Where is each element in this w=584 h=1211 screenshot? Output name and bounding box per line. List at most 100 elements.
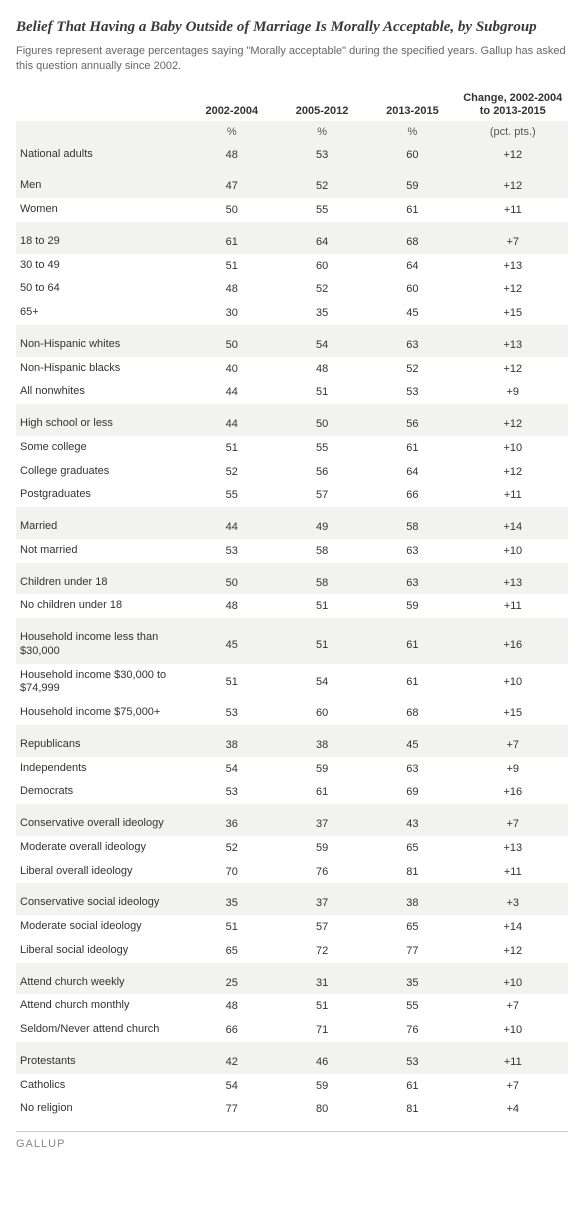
table-row: Not married535863+10 xyxy=(16,539,568,563)
cell-value: 53 xyxy=(367,1050,457,1074)
cell-value: 77 xyxy=(367,939,457,963)
cell-value: 61 xyxy=(277,780,367,804)
cell-value: 40 xyxy=(187,357,277,381)
cell-value: +11 xyxy=(458,198,568,222)
row-label: Children under 18 xyxy=(16,571,187,595)
table-row: National adults485360+12 xyxy=(16,143,568,167)
cell-value: 46 xyxy=(277,1050,367,1074)
cell-value: 59 xyxy=(277,1074,367,1098)
unit-4: (pct. pts.) xyxy=(458,121,568,143)
row-label: Catholics xyxy=(16,1074,187,1098)
cell-value: 50 xyxy=(187,333,277,357)
row-label: Conservative social ideology xyxy=(16,891,187,915)
row-label: College graduates xyxy=(16,460,187,484)
row-label: Liberal overall ideology xyxy=(16,860,187,884)
group-spacer xyxy=(16,325,568,333)
row-label: Non-Hispanic whites xyxy=(16,333,187,357)
cell-value: 63 xyxy=(367,571,457,595)
cell-value: 51 xyxy=(277,626,367,664)
table-row: Conservative social ideology353738+3 xyxy=(16,891,568,915)
cell-value: 65 xyxy=(367,915,457,939)
table-row: No religion778081+4 xyxy=(16,1097,568,1121)
row-label: Household income $30,000 to $74,999 xyxy=(16,664,187,702)
cell-value: +7 xyxy=(458,230,568,254)
cell-value: 51 xyxy=(187,664,277,702)
table-row: Conservative overall ideology363743+7 xyxy=(16,812,568,836)
cell-value: 61 xyxy=(367,626,457,664)
cell-value: 35 xyxy=(187,891,277,915)
cell-value: 63 xyxy=(367,757,457,781)
table-row: Attend church monthly485155+7 xyxy=(16,994,568,1018)
cell-value: 69 xyxy=(367,780,457,804)
cell-value: 58 xyxy=(277,571,367,595)
cell-value: 66 xyxy=(187,1018,277,1042)
cell-value: +10 xyxy=(458,539,568,563)
row-label: Not married xyxy=(16,539,187,563)
table-row: Seldom/Never attend church667176+10 xyxy=(16,1018,568,1042)
cell-value: 63 xyxy=(367,539,457,563)
table-row: Household income $75,000+536068+15 xyxy=(16,701,568,725)
cell-value: 57 xyxy=(277,915,367,939)
unit-row: % % % (pct. pts.) xyxy=(16,121,568,143)
cell-value: 37 xyxy=(277,891,367,915)
cell-value: 58 xyxy=(367,515,457,539)
cell-value: 53 xyxy=(187,701,277,725)
cell-value: 52 xyxy=(187,836,277,860)
cell-value: +13 xyxy=(458,254,568,278)
cell-value: 81 xyxy=(367,860,457,884)
row-label: Postgraduates xyxy=(16,483,187,507)
cell-value: 61 xyxy=(367,198,457,222)
cell-value: +7 xyxy=(458,994,568,1018)
table-row: Moderate overall ideology525965+13 xyxy=(16,836,568,860)
cell-value: 72 xyxy=(277,939,367,963)
cell-value: +10 xyxy=(458,436,568,460)
row-label: Household income $75,000+ xyxy=(16,701,187,725)
cell-value: 55 xyxy=(277,198,367,222)
table-row: Men475259+12 xyxy=(16,174,568,198)
cell-value: 51 xyxy=(277,594,367,618)
group-spacer xyxy=(16,804,568,812)
table-row: Women505561+11 xyxy=(16,198,568,222)
group-spacer xyxy=(16,1042,568,1050)
cell-value: 61 xyxy=(187,230,277,254)
cell-value: 36 xyxy=(187,812,277,836)
row-label: Conservative overall ideology xyxy=(16,812,187,836)
cell-value: 57 xyxy=(277,483,367,507)
cell-value: 61 xyxy=(367,664,457,702)
cell-value: 48 xyxy=(187,143,277,167)
cell-value: 35 xyxy=(277,301,367,325)
cell-value: +11 xyxy=(458,483,568,507)
cell-value: +16 xyxy=(458,626,568,664)
cell-value: +12 xyxy=(458,277,568,301)
cell-value: 51 xyxy=(187,254,277,278)
cell-value: 38 xyxy=(187,733,277,757)
table-row: Protestants424653+11 xyxy=(16,1050,568,1074)
cell-value: +10 xyxy=(458,971,568,995)
cell-value: 35 xyxy=(367,971,457,995)
cell-value: 61 xyxy=(367,1074,457,1098)
cell-value: +11 xyxy=(458,1050,568,1074)
cell-value: 54 xyxy=(277,333,367,357)
cell-value: 25 xyxy=(187,971,277,995)
cell-value: 80 xyxy=(277,1097,367,1121)
cell-value: +15 xyxy=(458,701,568,725)
cell-value: +11 xyxy=(458,860,568,884)
cell-value: +7 xyxy=(458,733,568,757)
cell-value: 44 xyxy=(187,515,277,539)
cell-value: +11 xyxy=(458,594,568,618)
cell-value: 54 xyxy=(277,664,367,702)
cell-value: 66 xyxy=(367,483,457,507)
cell-value: +12 xyxy=(458,412,568,436)
unit-1: % xyxy=(187,121,277,143)
cell-value: 64 xyxy=(367,254,457,278)
cell-value: 70 xyxy=(187,860,277,884)
cell-value: +12 xyxy=(458,143,568,167)
cell-value: 49 xyxy=(277,515,367,539)
col-header-1: 2002-2004 xyxy=(187,88,277,120)
table-row: No children under 18485159+11 xyxy=(16,594,568,618)
cell-value: 52 xyxy=(187,460,277,484)
table-title: Belief That Having a Baby Outside of Mar… xyxy=(16,18,568,38)
table-row: 18 to 29616468+7 xyxy=(16,230,568,254)
unit-2: % xyxy=(277,121,367,143)
table-row: Moderate social ideology515765+14 xyxy=(16,915,568,939)
